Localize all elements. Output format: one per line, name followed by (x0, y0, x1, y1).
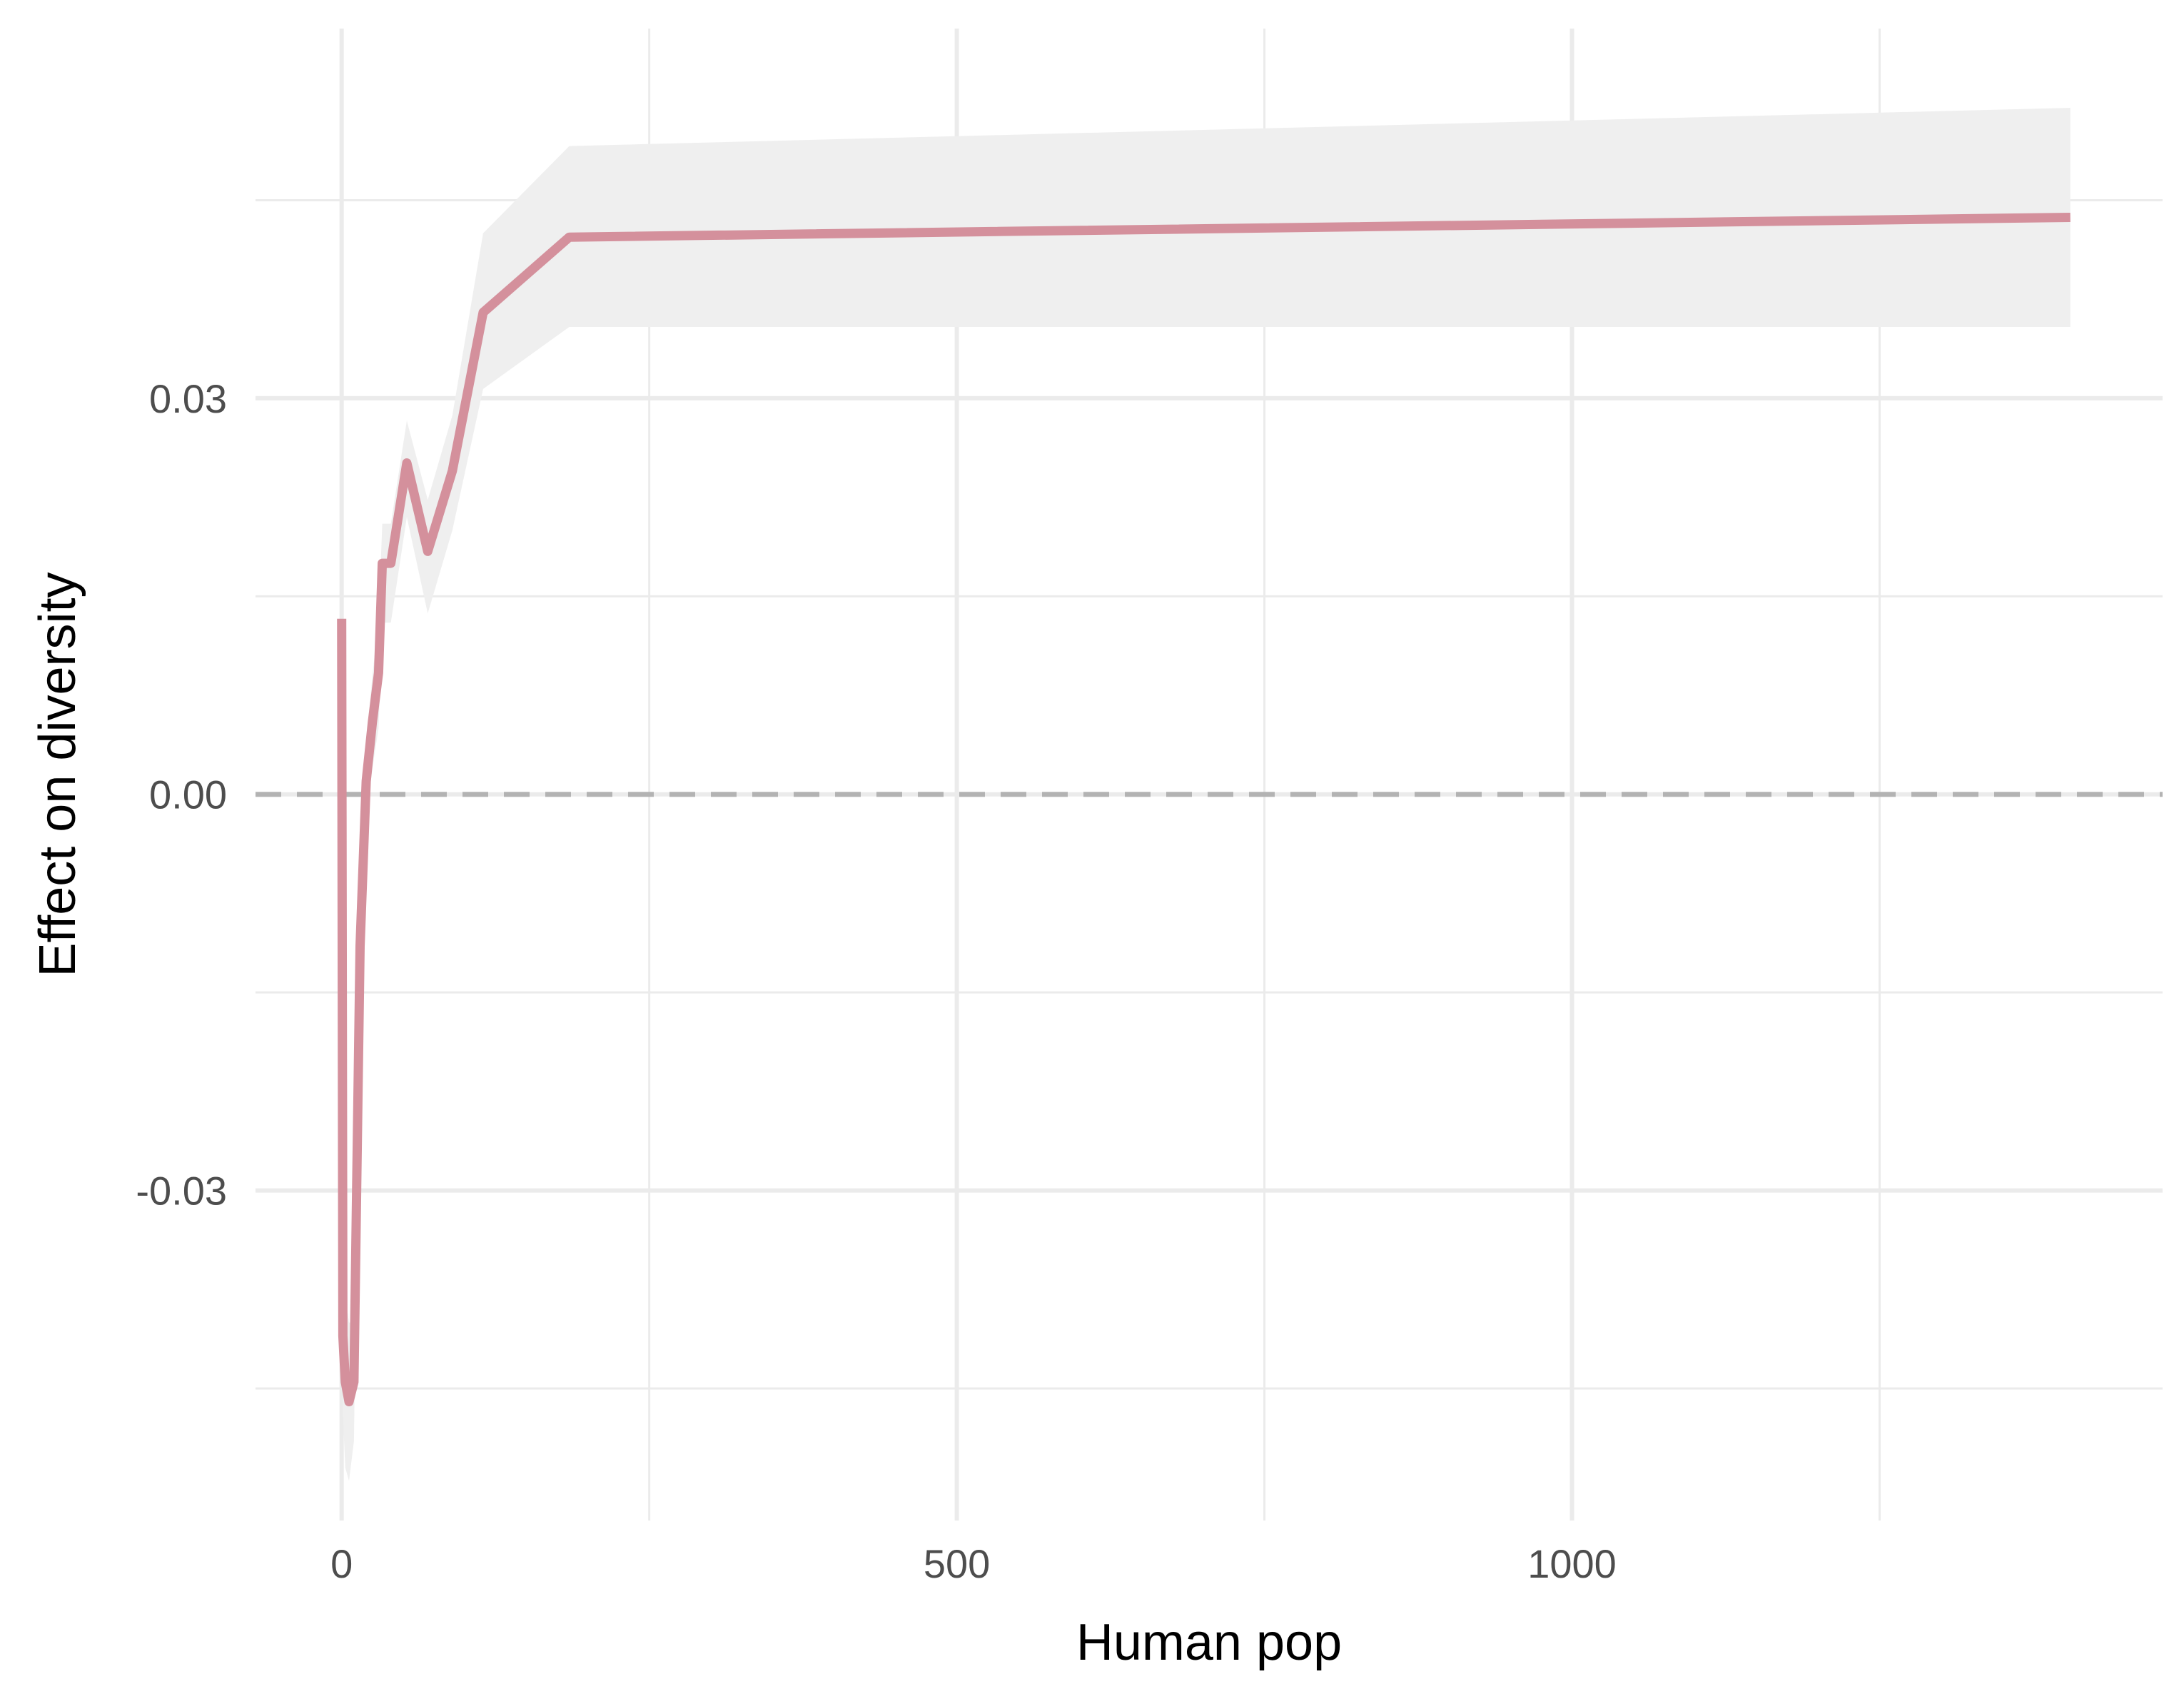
series-line-group (337, 213, 2071, 1406)
y-tick-label-2: 0.03 (149, 376, 227, 421)
x-tick-label-2: 1000 (1527, 1541, 1617, 1586)
confidence-ribbon-group (341, 108, 2071, 1481)
confidence-ribbon (341, 108, 2071, 1481)
x-tick-label-1: 500 (924, 1541, 990, 1586)
y-axis-title: Effect on diversity (29, 573, 86, 977)
x-axis-title: Human pop (1076, 1614, 1342, 1671)
y-tick-label-0: -0.03 (136, 1169, 227, 1214)
y-tick-label-1: 0.00 (149, 772, 227, 817)
tick-labels: -0.03 0.00 0.03 0 500 1000 (136, 376, 1616, 1586)
x-tick-label-0: 0 (330, 1541, 353, 1586)
series-line (337, 213, 2071, 1406)
